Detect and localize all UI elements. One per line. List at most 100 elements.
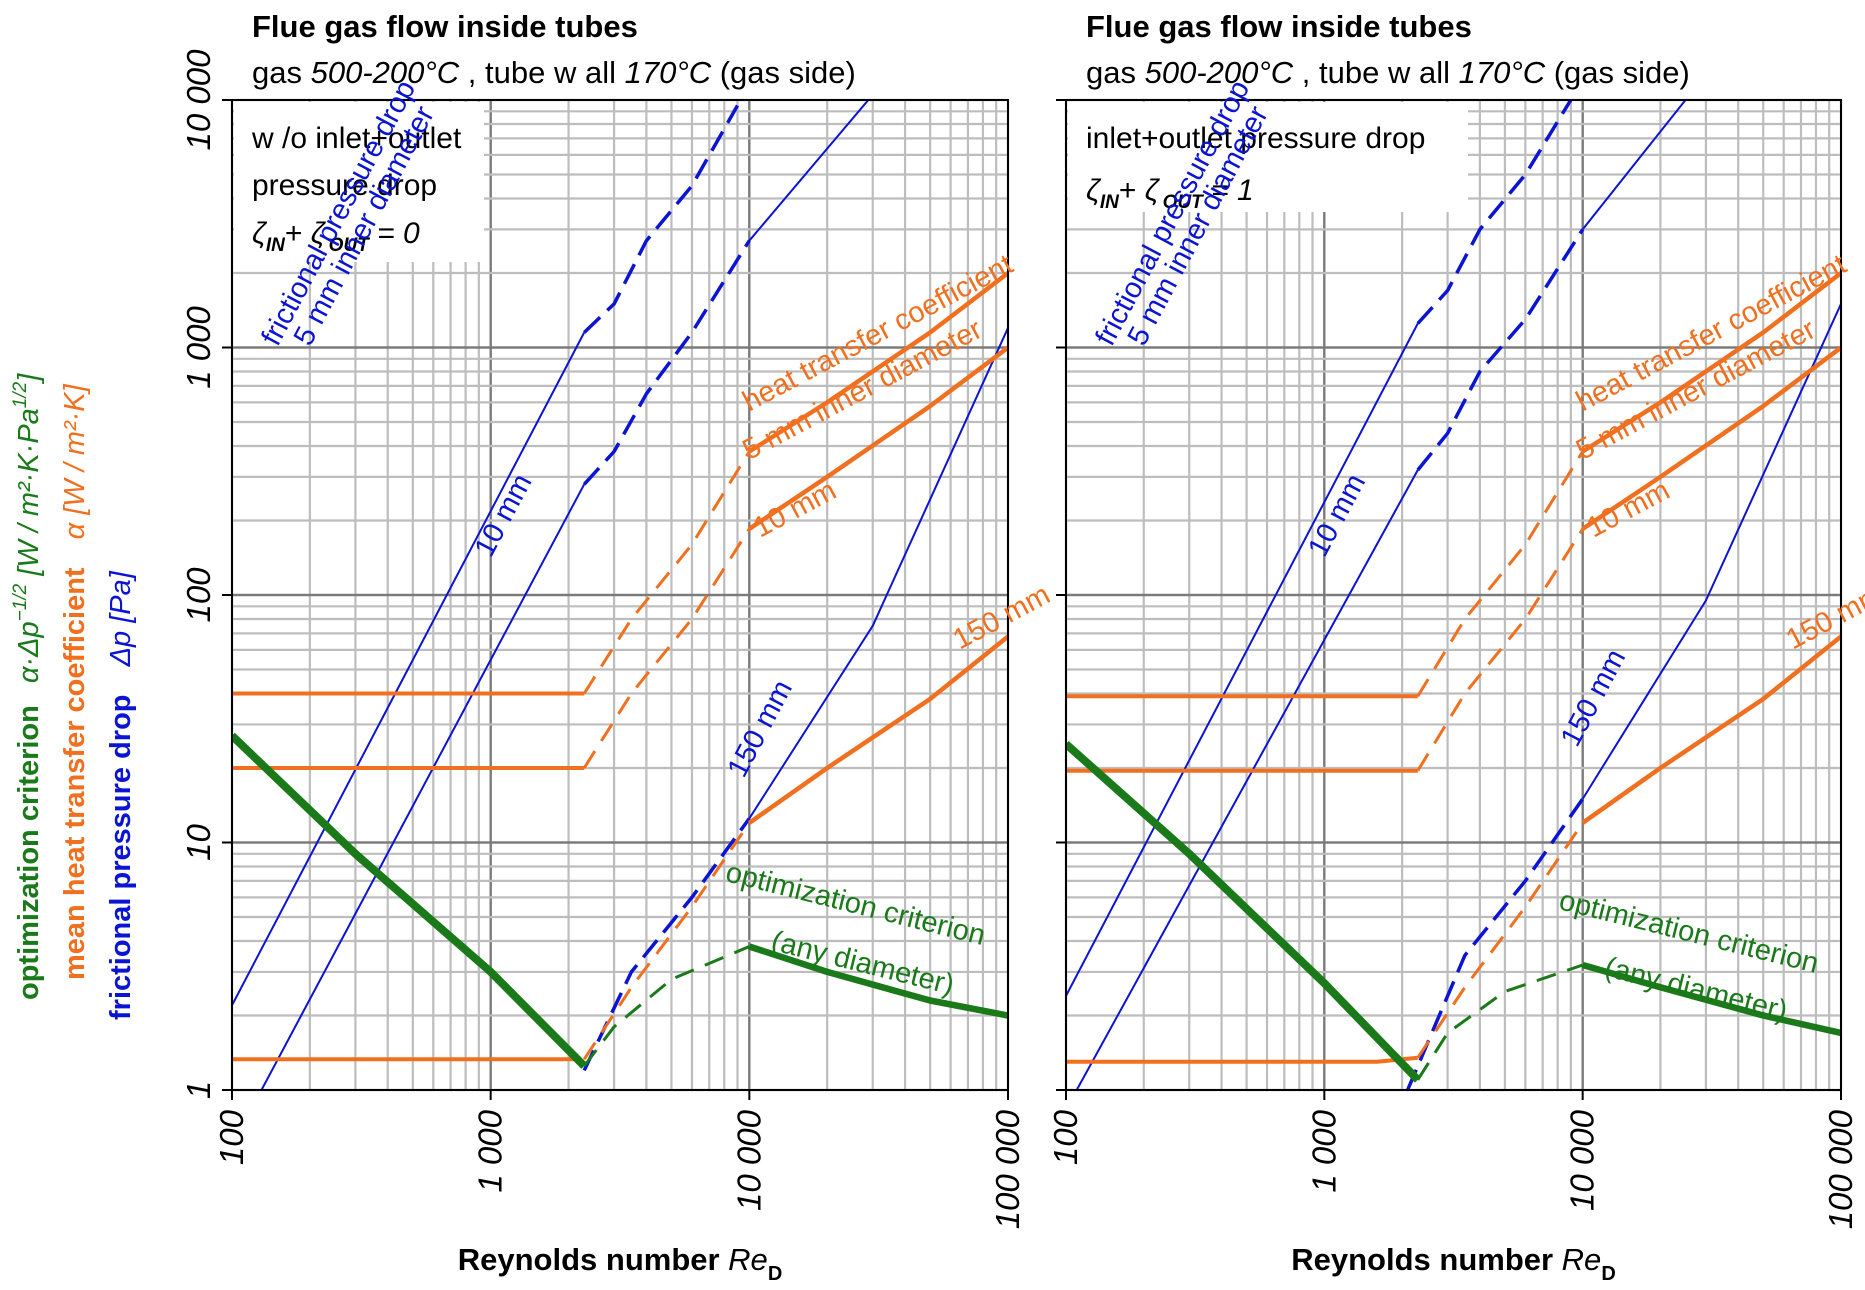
subtitle-part-b: 500-200°C bbox=[311, 55, 460, 90]
y-unit-green-rest: [W / m²·K·Pa bbox=[13, 408, 45, 584]
series-line-orange-15 bbox=[748, 634, 1008, 825]
note-zeta-equation: ζIN+ ζ OUT = 1 bbox=[1086, 174, 1254, 213]
series-line-orange-10 bbox=[582, 450, 751, 695]
x-axis-label-sub: D bbox=[768, 1263, 782, 1285]
x-axis-label: Reynolds number ReD bbox=[458, 1242, 783, 1285]
y-title-blue-text: frictional pressure drop bbox=[105, 694, 137, 1020]
y-unit-orange: α [W / m²·K] bbox=[59, 383, 91, 539]
subtitle-part-a: gas bbox=[1086, 55, 1145, 90]
series-line-green-16 bbox=[232, 732, 588, 1069]
zeta-symbol: ζ bbox=[252, 217, 268, 250]
series-line-orange-15 bbox=[1581, 634, 1841, 825]
y-axis-titles: optimization criterion α·Δp−1/2 [W / m²·… bbox=[10, 373, 137, 1020]
y-tick-label: 1 bbox=[180, 1081, 217, 1099]
zeta-sub-out: OUT bbox=[1163, 192, 1205, 213]
x-axis-label-symbol: Re bbox=[728, 1242, 768, 1277]
series-line-blue-1 bbox=[582, 104, 740, 334]
y-title-orange: mean heat transfer coefficient α [W / m²… bbox=[59, 383, 91, 980]
x-axis-label-sub: D bbox=[1601, 1263, 1615, 1285]
series-line-blue-2 bbox=[1075, 469, 1419, 1090]
zeta-symbol: ζ bbox=[1086, 174, 1102, 207]
subtitle-part-e: (gas side) bbox=[1545, 55, 1690, 90]
subtitle-part-b: 500-200°C bbox=[1145, 55, 1294, 90]
x-axis-label-symbol: Re bbox=[1562, 1242, 1602, 1277]
subtitle-part-a: gas bbox=[252, 55, 311, 90]
subtitle-part-e: (gas side) bbox=[711, 55, 856, 90]
zeta-sub-in: IN bbox=[1100, 192, 1120, 213]
note-line-2: pressure drop bbox=[252, 169, 437, 202]
note-line-1: w /o inlet+outlet bbox=[251, 122, 462, 155]
series-line-blue-0 bbox=[232, 332, 586, 1006]
series-line-blue-4 bbox=[1581, 100, 1687, 231]
series-line-orange-9 bbox=[1066, 1055, 1419, 1064]
x-tick-label: 100 bbox=[1047, 1109, 1084, 1165]
subtitle-part-c: , tube w all bbox=[1293, 55, 1458, 90]
x-axis-label-text: Reynolds number bbox=[1291, 1242, 1561, 1277]
series-line-orange-13 bbox=[1581, 271, 1841, 454]
series-line-blue-3 bbox=[582, 239, 751, 486]
series-group bbox=[1066, 100, 1841, 1090]
panel-subtitle: gas 500-200°C , tube w all 170°C (gas si… bbox=[1086, 55, 1690, 90]
series-line-blue-6 bbox=[1581, 303, 1841, 800]
y-unit-green-sup2: 1/2 bbox=[10, 381, 31, 408]
series-line-green-18 bbox=[748, 943, 1008, 1019]
zeta-equals: = 0 bbox=[369, 217, 420, 250]
zeta-equals: = 1 bbox=[1203, 174, 1254, 207]
series-group bbox=[232, 100, 1008, 1090]
y-unit-green: α·Δp bbox=[13, 621, 45, 683]
note-zeta-equation: ζIN+ ζ OUT = 0 bbox=[252, 217, 420, 256]
y-title-green: optimization criterion α·Δp−1/2 [W / m²·… bbox=[10, 373, 45, 1000]
series-line-blue-5 bbox=[1405, 797, 1585, 1090]
x-tick-label: 100 000 bbox=[989, 1109, 1026, 1229]
note-box: w /o inlet+outlet pressure drop ζIN+ ζ OUT … bbox=[234, 102, 484, 262]
note-line-1: inlet+outlet pressure drop bbox=[1086, 122, 1425, 155]
subtitle-part-d: 170°C bbox=[625, 55, 712, 90]
x-tick-label: 10 000 bbox=[730, 1109, 767, 1211]
series-line-orange-12 bbox=[1416, 822, 1584, 1059]
y-unit-green-end: ] bbox=[13, 373, 45, 385]
x-tick-label: 1 000 bbox=[1305, 1109, 1342, 1192]
series-line-orange-14 bbox=[748, 345, 1008, 531]
y-unit-green-sup: −1/2 bbox=[10, 583, 31, 621]
note-box-background bbox=[234, 102, 484, 262]
series-line-green-17 bbox=[583, 945, 750, 1067]
series-line-blue-2 bbox=[260, 483, 586, 1090]
series-line-green-16 bbox=[1066, 741, 1421, 1083]
series-line-blue-4 bbox=[748, 100, 870, 242]
x-tick-label: 10 000 bbox=[1564, 1109, 1601, 1211]
zeta-plus: + bbox=[285, 217, 311, 250]
panel-subtitle: gas 500-200°C , tube w all 170°C (gas si… bbox=[252, 55, 856, 90]
y-title-blue: frictional pressure drop Δp [Pa] bbox=[105, 570, 137, 1020]
x-tick-label: 1 000 bbox=[472, 1109, 509, 1192]
zeta-sub-out: OUT bbox=[329, 235, 371, 256]
zeta-sub-in: IN bbox=[266, 235, 286, 256]
y-tick-label: 10 000 bbox=[180, 49, 217, 151]
series-line-blue-3 bbox=[1416, 228, 1585, 472]
series-line-orange-14 bbox=[1581, 345, 1841, 531]
series-line-blue-0 bbox=[1066, 323, 1419, 997]
y-tick-label: 100 bbox=[180, 567, 217, 623]
series-line-orange-10 bbox=[1416, 450, 1584, 697]
series-line-orange-11 bbox=[1416, 528, 1584, 772]
series-line-orange-12 bbox=[582, 822, 751, 1061]
x-tick-label: 100 000 bbox=[1822, 1109, 1859, 1229]
zeta-symbol-2: ζ bbox=[1145, 174, 1161, 207]
note-box-background bbox=[1068, 102, 1468, 212]
subtitle-part-d: 170°C bbox=[1459, 55, 1546, 90]
series-line-green-17 bbox=[1416, 963, 1584, 1081]
zeta-symbol-2: ζ bbox=[311, 217, 327, 250]
y-tick-label: 10 bbox=[180, 824, 217, 861]
y-unit-blue: Δp [Pa] bbox=[105, 570, 137, 667]
series-line-blue-6 bbox=[748, 327, 1008, 820]
y-title-orange-text: mean heat transfer coefficient bbox=[59, 567, 91, 980]
panel-title: Flue gas flow inside tubes bbox=[252, 9, 638, 44]
x-axis-label: Reynolds number ReD bbox=[1291, 1242, 1616, 1285]
y-title-green-text: optimization criterion bbox=[13, 705, 45, 1000]
zeta-plus: + bbox=[1119, 174, 1145, 207]
series-line-orange-13 bbox=[748, 271, 1008, 454]
x-tick-label: 100 bbox=[213, 1109, 250, 1165]
y-tick-label: 1 000 bbox=[180, 306, 217, 389]
